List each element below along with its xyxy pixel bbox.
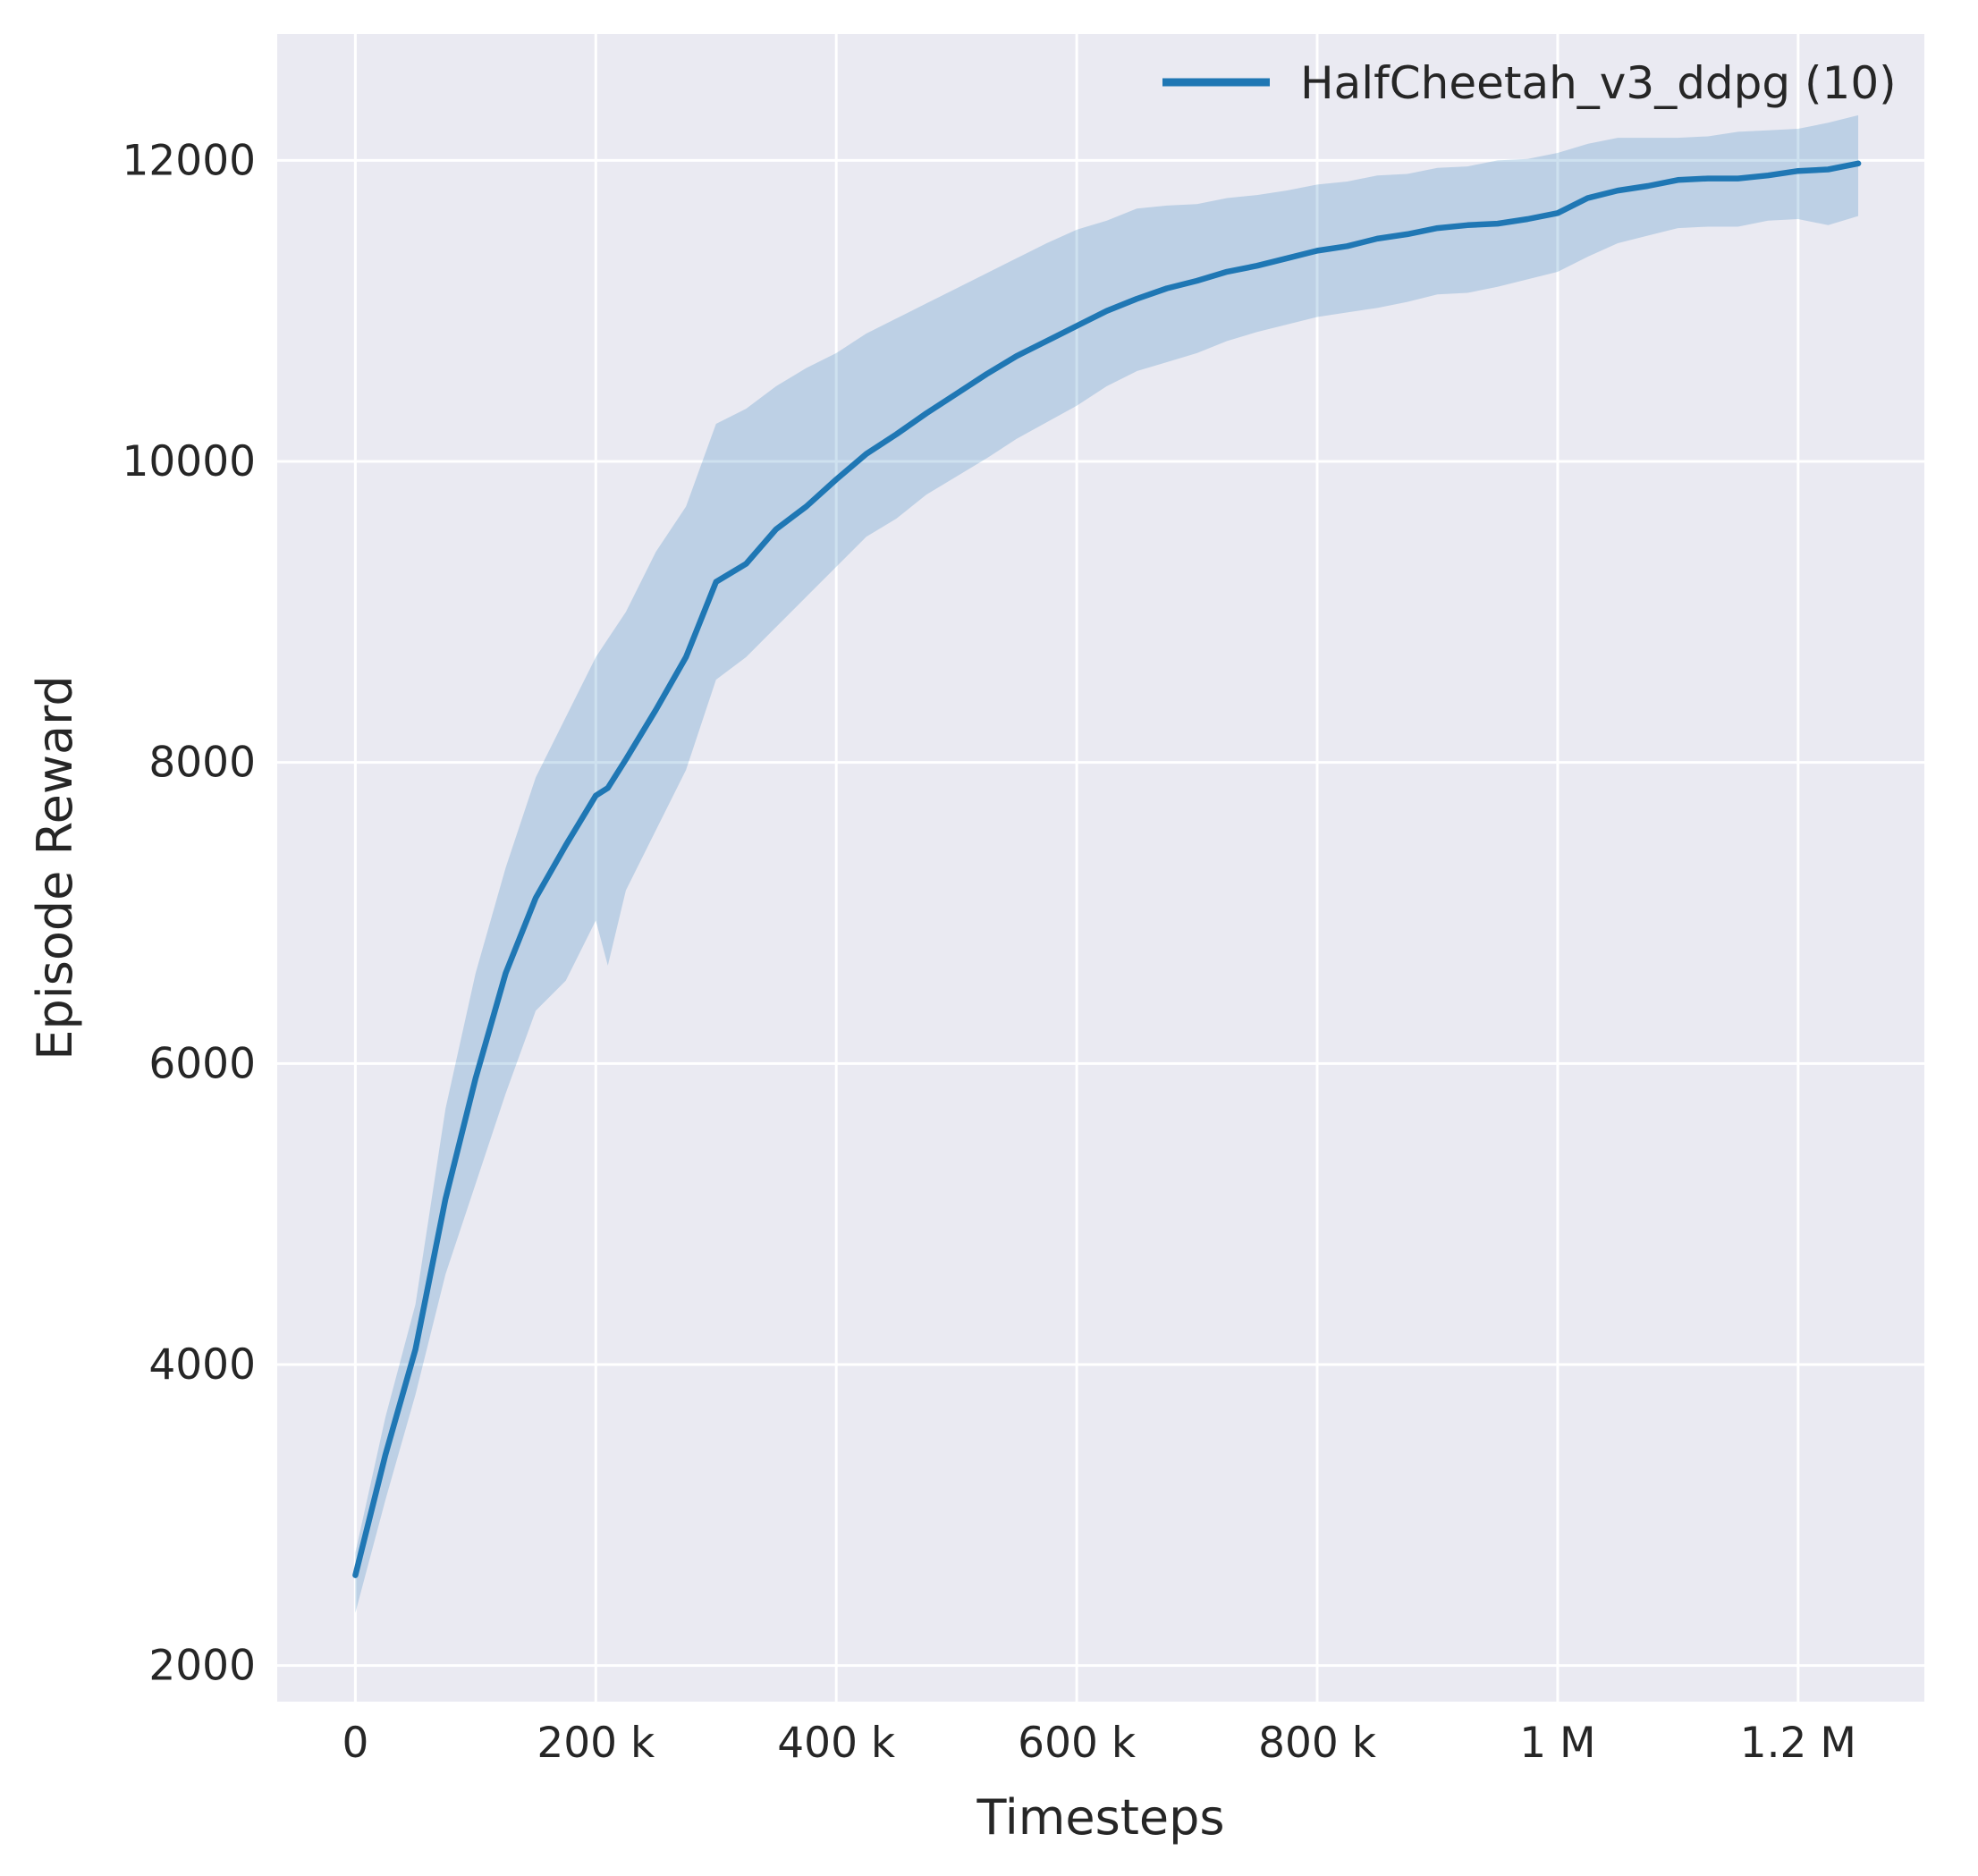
x-tick-label: 200 k bbox=[537, 1719, 655, 1768]
x-tick-label: 800 k bbox=[1258, 1719, 1377, 1768]
series-line bbox=[352, 160, 1862, 1578]
y-tick-label: 12000 bbox=[122, 136, 256, 185]
y-axis-label: Episode Reward bbox=[27, 675, 83, 1060]
x-axis-label: Timesteps bbox=[976, 1789, 1224, 1846]
x-tick-label: 400 k bbox=[777, 1719, 896, 1768]
y-tick-label: 6000 bbox=[148, 1039, 256, 1088]
confidence-band bbox=[355, 114, 1859, 1613]
y-tick-label: 4000 bbox=[148, 1340, 256, 1390]
x-tick-label: 0 bbox=[342, 1719, 368, 1768]
legend-label: HalfCheetah_v3_ddpg (10) bbox=[1300, 57, 1897, 109]
y-tick-label: 8000 bbox=[148, 739, 256, 788]
x-tick-label: 1 M bbox=[1519, 1719, 1595, 1768]
x-tick-label: 1.2 M bbox=[1740, 1719, 1856, 1768]
x-tick-label: 600 k bbox=[1018, 1719, 1137, 1768]
y-tick-label: 2000 bbox=[148, 1642, 256, 1691]
y-tick-label: 10000 bbox=[122, 437, 256, 486]
